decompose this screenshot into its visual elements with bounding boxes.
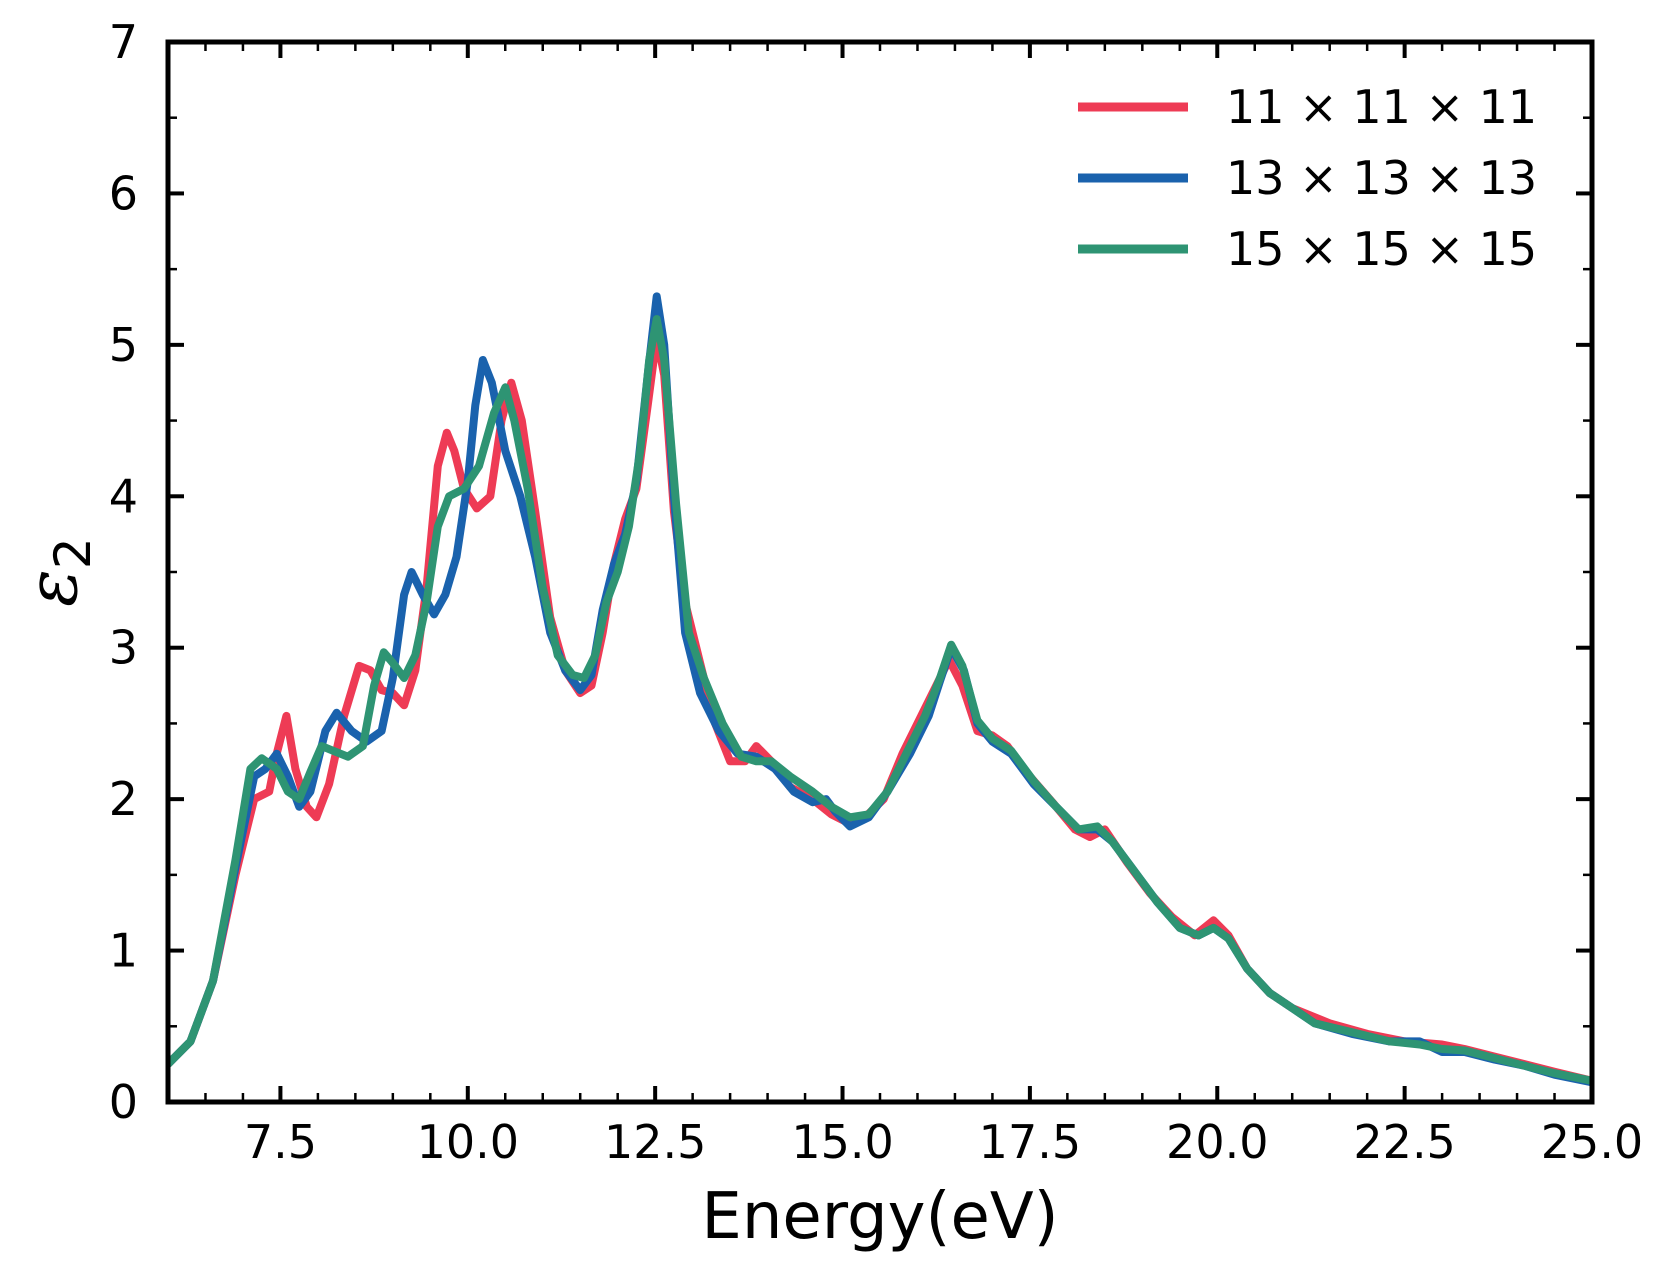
x-axis-title: Energy(eV) [701,1180,1058,1254]
y-tick-label: 0 [109,1075,138,1129]
legend-label-3: 15 × 15 × 15 [1226,222,1537,276]
x-tick-label: 25.0 [1541,1115,1643,1169]
x-tick-label: 12.5 [604,1115,706,1169]
x-tick-label: 17.5 [979,1115,1081,1169]
x-tick-label: 20.0 [1166,1115,1268,1169]
y-axis-title: ε2 [11,537,102,606]
legend: 11 × 11 × 11 13 × 13 × 13 15 × 15 × 15 [1078,80,1537,276]
x-tick-label: 15.0 [791,1115,893,1169]
y-axis-title-subscript: 2 [44,537,102,569]
x-tick-label: 7.5 [244,1115,317,1169]
y-tick-label: 1 [109,924,138,978]
y-tick-label: 7 [109,15,138,69]
y-tick-label: 5 [109,318,138,372]
series-layer [168,292,1592,1087]
legend-label-2: 13 × 13 × 13 [1226,151,1537,205]
x-tick-label: 22.5 [1353,1115,1455,1169]
x-tick-label: 10.0 [417,1115,519,1169]
y-tick-label: 4 [109,469,138,523]
y-tick-label: 3 [109,621,138,675]
x-tick-labels: 7.5 10.0 12.5 15.0 17.5 20.0 22.5 25.0 [244,1115,1643,1169]
y-tick-labels: 0 1 2 3 4 5 6 7 [109,15,138,1129]
y-tick-label: 2 [109,772,138,826]
plot-frame [165,39,1595,1105]
y-axis-title-main: ε [11,569,93,607]
legend-label-1: 11 × 11 × 11 [1226,80,1537,134]
series-line-3 [168,315,1592,1085]
y-tick-label: 6 [109,166,138,220]
